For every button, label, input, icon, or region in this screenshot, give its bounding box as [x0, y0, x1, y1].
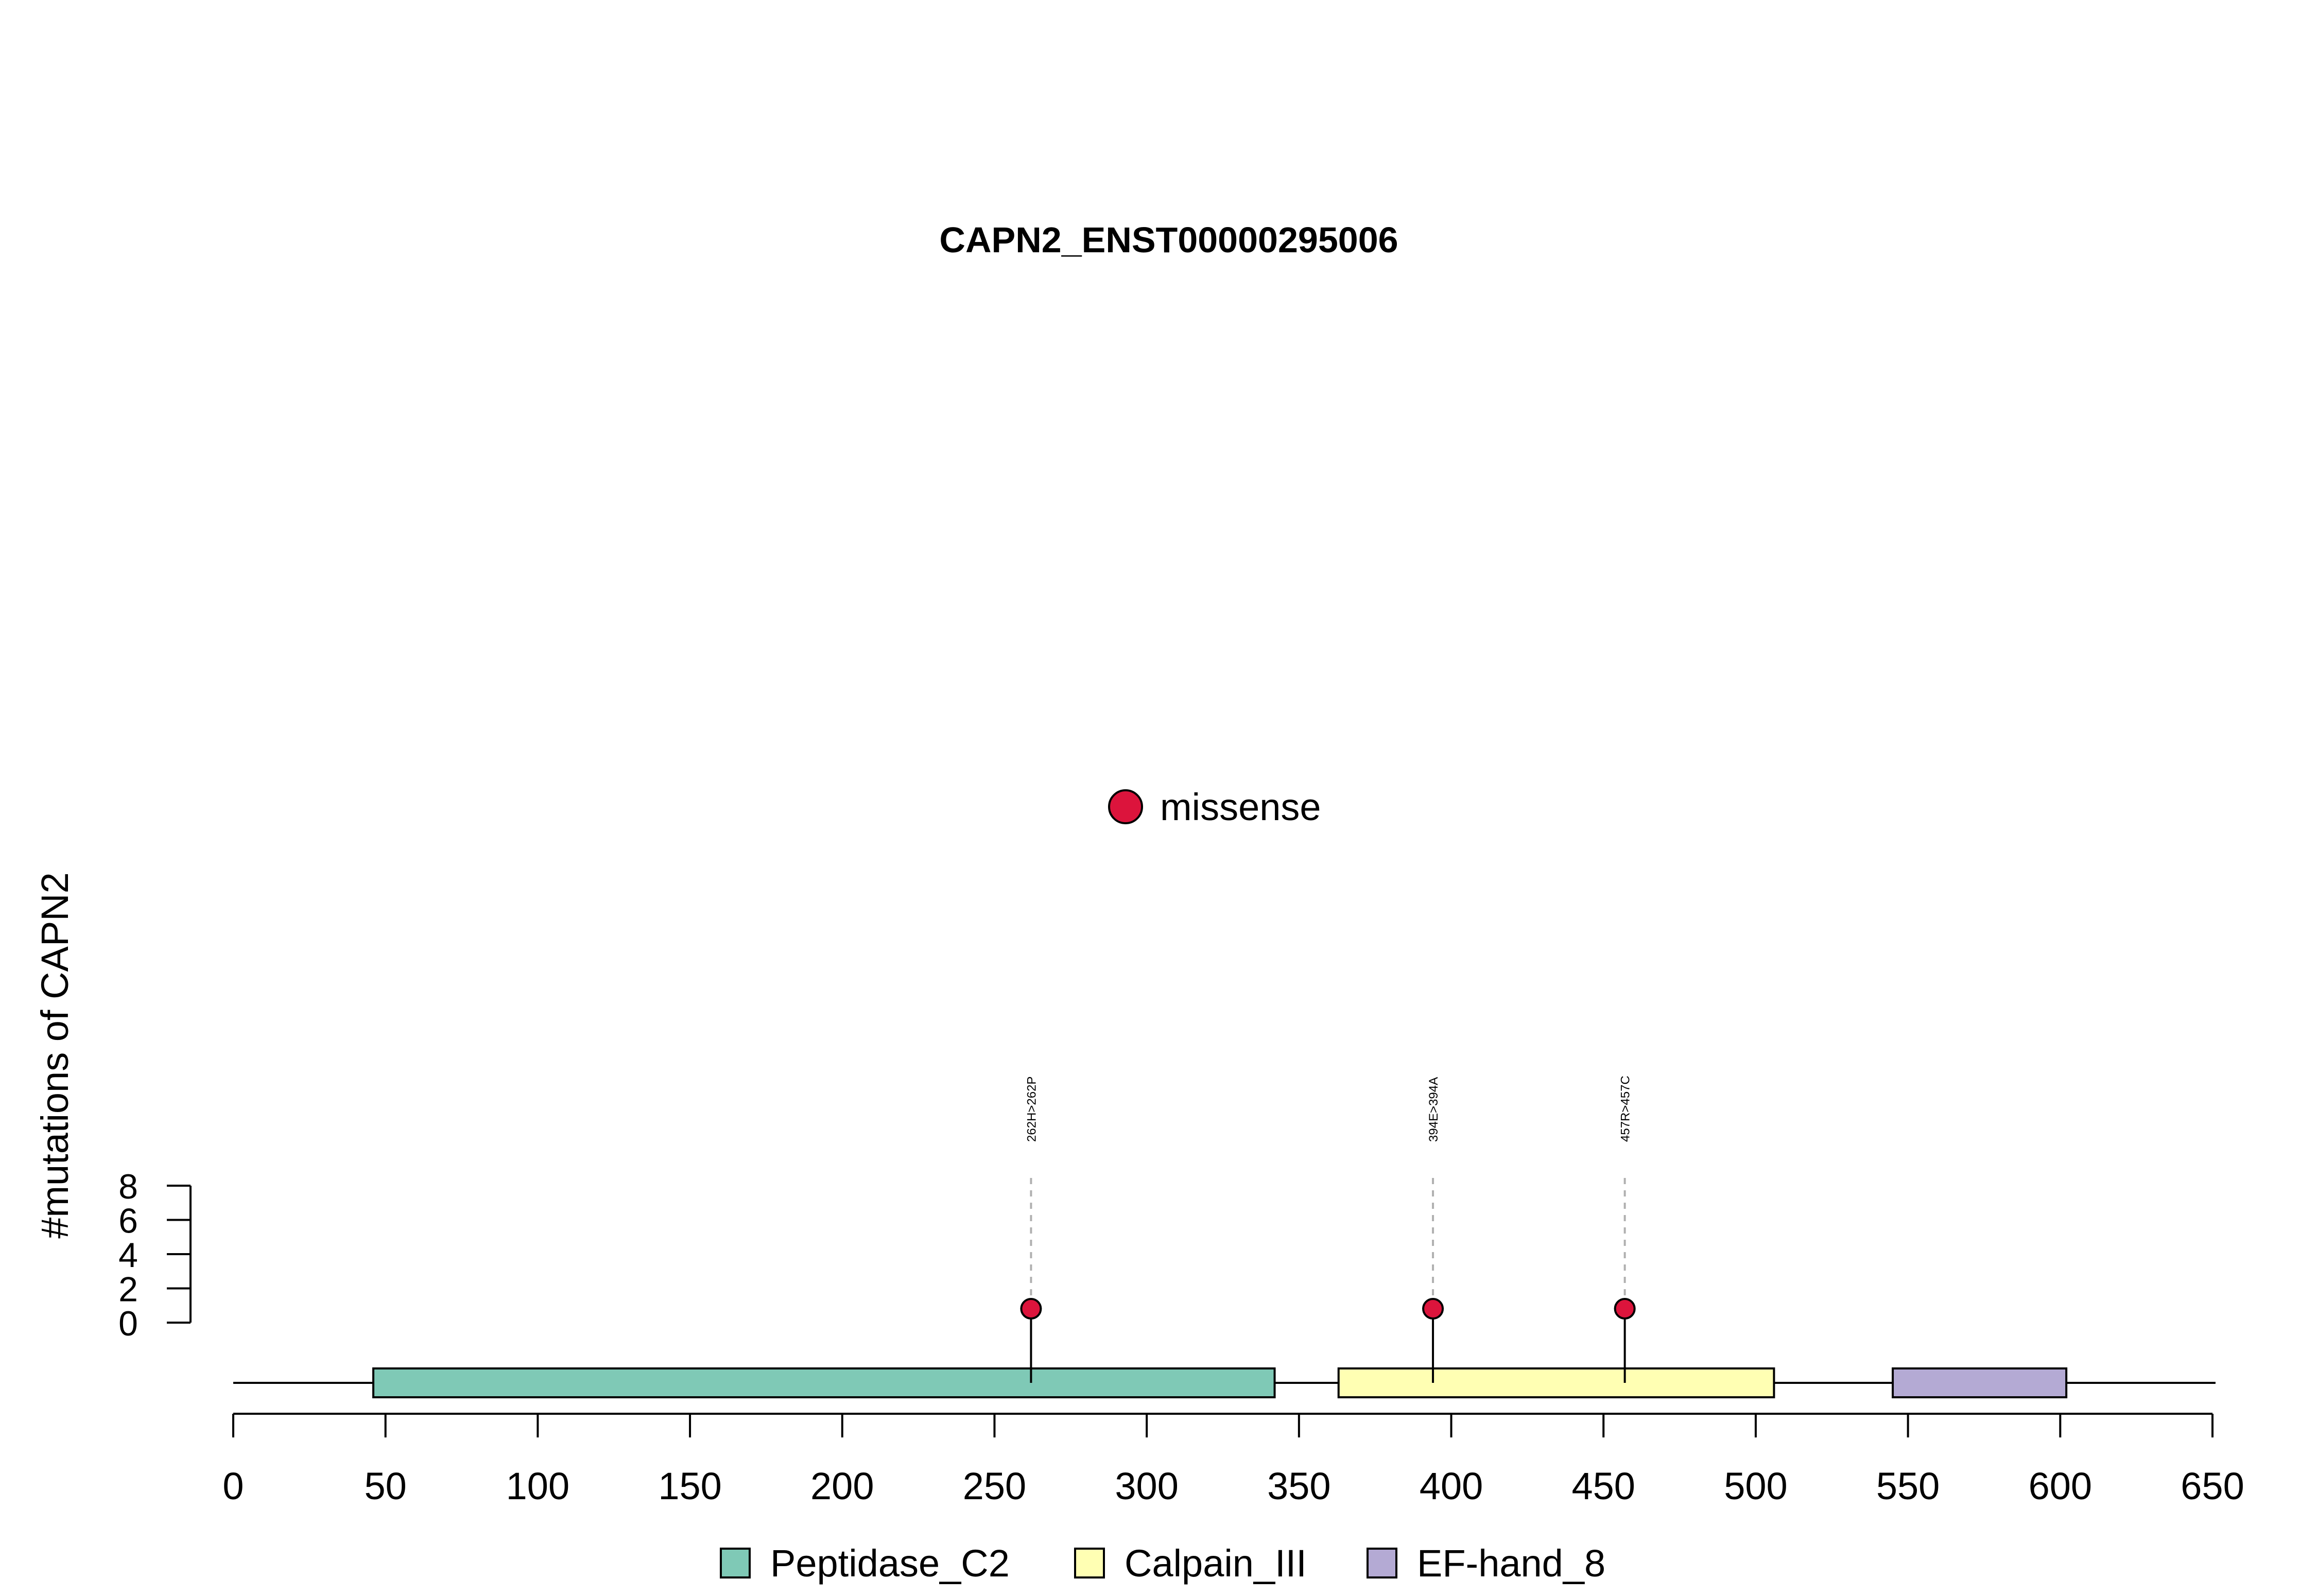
- mutation-point: [1020, 1298, 1042, 1320]
- y-tick-label: 0: [118, 1304, 138, 1343]
- mutation-label: 262H>262P: [1025, 1077, 1039, 1142]
- x-tick-label: 450: [1571, 1465, 1635, 1507]
- mutation-lollipops: 262H>262P 394E>394A 457R>457C: [1020, 1075, 1636, 1383]
- mutation-legend: missense: [1108, 786, 1321, 828]
- y-tick-label: 4: [118, 1236, 138, 1275]
- x-tick-label: 550: [1876, 1465, 1940, 1507]
- mutation-point: [1422, 1298, 1444, 1320]
- legend-missense-label: missense: [1160, 786, 1321, 828]
- x-tick-label: 600: [2029, 1465, 2092, 1507]
- x-tick-label: 300: [1115, 1465, 1178, 1507]
- domain-ef-hand-8: [1892, 1367, 2068, 1398]
- protein-track: [233, 1367, 2216, 1398]
- domain-calpain-iii: [1337, 1367, 1775, 1398]
- x-tick-label: 250: [963, 1465, 1026, 1507]
- legend-swatch-ef-hand-8: [1367, 1548, 1397, 1578]
- legend-missense-marker: [1108, 789, 1143, 824]
- x-tick-label: 0: [222, 1465, 244, 1507]
- domain-peptidase-c2: [372, 1367, 1276, 1398]
- x-tick-label: 150: [658, 1465, 721, 1507]
- y-tick-label: 8: [118, 1167, 138, 1206]
- x-tick-label: 500: [1724, 1465, 1787, 1507]
- legend-swatch-calpain-iii: [1074, 1548, 1105, 1578]
- y-tick-label: 2: [118, 1270, 138, 1309]
- domain-legend: Peptidase_C2 Calpain_III EF-hand_8: [720, 1542, 1605, 1585]
- legend-swatch-peptidase-c2: [720, 1548, 751, 1578]
- x-tick-label: 100: [506, 1465, 569, 1507]
- x-tick-label: 400: [1420, 1465, 1483, 1507]
- x-tick-label: 200: [810, 1465, 874, 1507]
- x-tick-label: 350: [1267, 1465, 1330, 1507]
- chart-title: CAPN2_ENST00000295006: [939, 220, 1398, 260]
- x-tick-label: 650: [2181, 1465, 2244, 1507]
- y-tick-label: 6: [118, 1202, 138, 1241]
- x-axis: 0 50 100 150 200 250 300 350 400 450 500 550 600 650: [222, 1413, 2244, 1507]
- legend-label: Calpain_III: [1125, 1542, 1307, 1585]
- mutation-point: [1614, 1298, 1636, 1320]
- mutation-label: 394E>394A: [1427, 1077, 1441, 1142]
- mutation-label: 457R>457C: [1619, 1075, 1633, 1142]
- y-axis-label: #mutations of CAPN2: [33, 872, 76, 1239]
- x-tick-label: 50: [365, 1465, 407, 1507]
- legend-label: Peptidase_C2: [770, 1542, 1010, 1585]
- legend-label: EF-hand_8: [1417, 1542, 1605, 1585]
